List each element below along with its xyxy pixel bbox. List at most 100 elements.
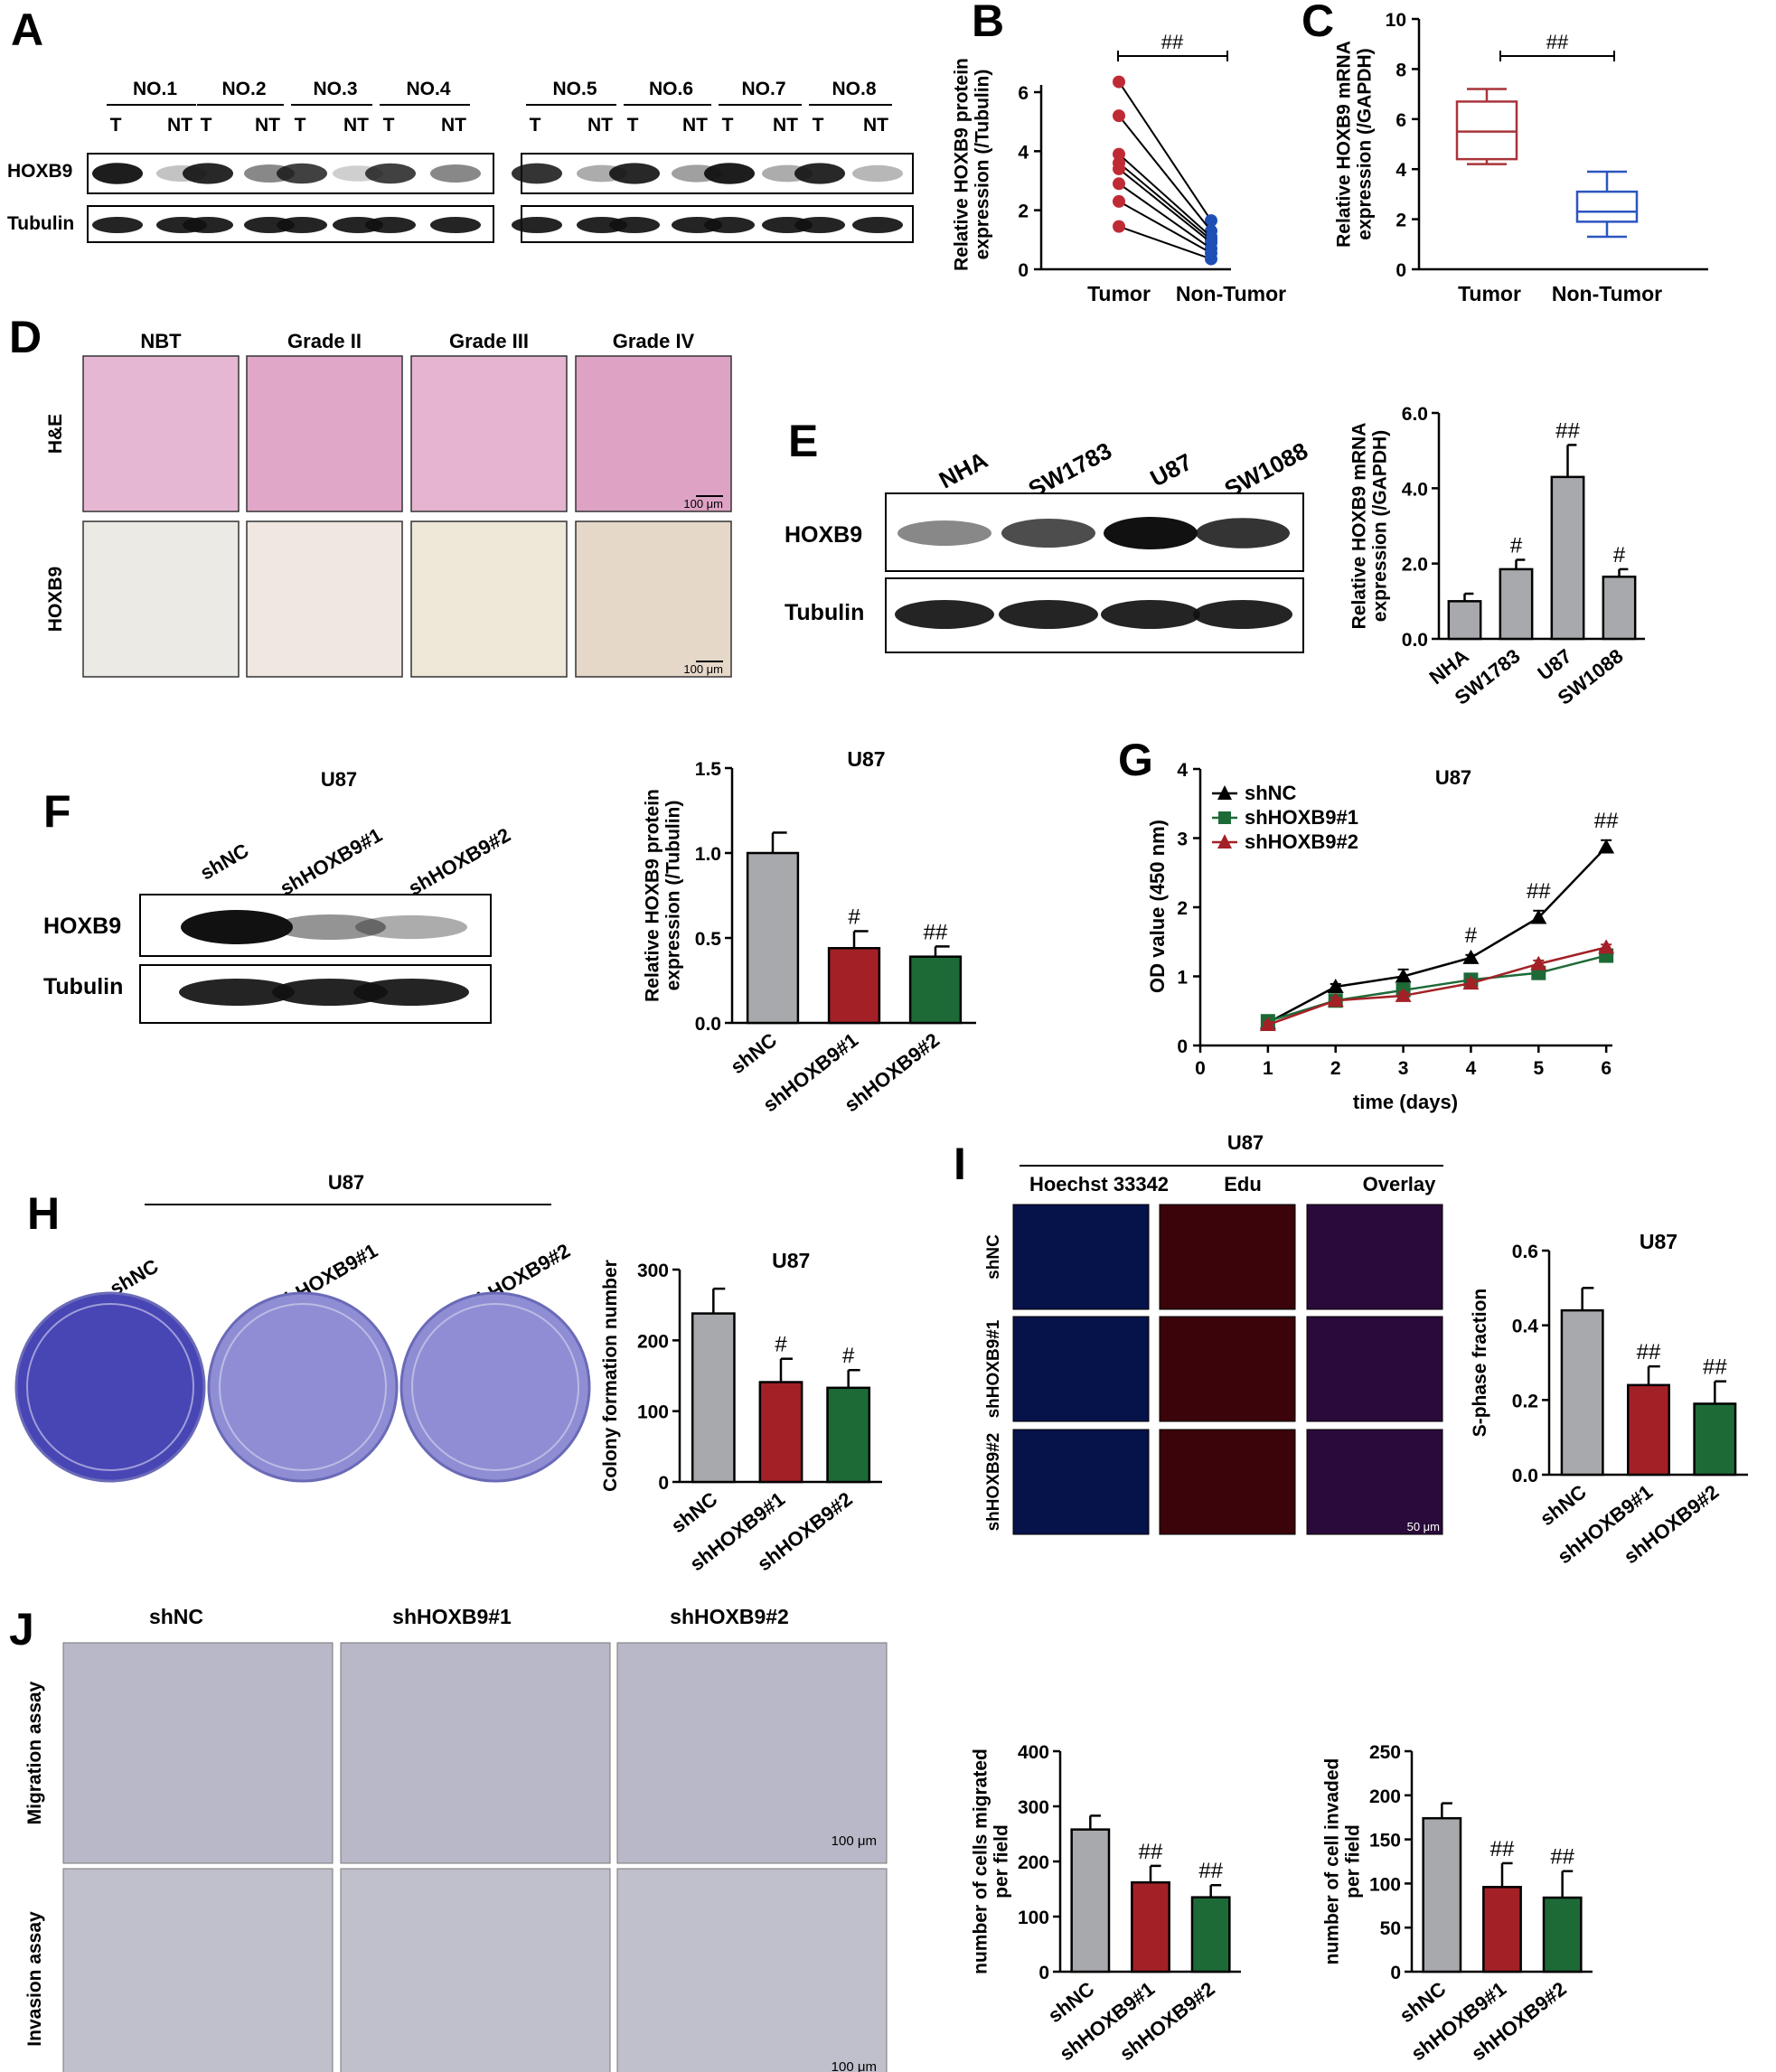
- fluorescence-image: [1159, 1316, 1296, 1422]
- significance-mark: ##: [924, 920, 948, 944]
- image-column-label: shNC: [149, 1605, 203, 1628]
- x-tick-label: 5: [1533, 1058, 1544, 1079]
- tumor-point: [1113, 147, 1125, 161]
- bar: [1482, 1886, 1522, 1974]
- blot-band-hoxb9: [277, 163, 327, 184]
- y-tick-label: 6: [1395, 110, 1406, 131]
- sample-label: NO.5: [552, 79, 597, 99]
- blot-band-hoxb9: [355, 914, 467, 940]
- y-tick-label: 6.0: [1402, 404, 1428, 425]
- panel-letter-E: E: [788, 416, 818, 466]
- panel-letter-D: D: [9, 312, 42, 362]
- blot-band-tubulin: [353, 979, 469, 1006]
- bar: [1422, 1816, 1462, 1974]
- series-line: [1267, 846, 1608, 1024]
- x-tick-label: 3: [1398, 1058, 1409, 1079]
- hoxb9-ihc-image: [575, 520, 732, 678]
- series-marker: [1327, 992, 1344, 1008]
- he-stain-image: [82, 355, 240, 512]
- lane-NT: NT: [773, 115, 798, 136]
- blot-title: U87: [321, 768, 357, 791]
- scale-bar-label: 100 μm: [683, 662, 723, 676]
- lane-NT: NT: [863, 115, 888, 136]
- blot-band-hoxb9: [1001, 519, 1095, 548]
- panel-letter-H: H: [27, 1188, 60, 1239]
- migration-image: [616, 1642, 888, 1864]
- chart-title: U87: [1640, 1230, 1677, 1253]
- panel-letter-J: J: [9, 1604, 34, 1655]
- hoxb9-ihc-image: [82, 520, 240, 678]
- significance-mark: ##: [1555, 418, 1580, 443]
- y-tick-label: 4: [1177, 760, 1188, 781]
- y-axis-label: OD value (450 nm): [1146, 820, 1169, 993]
- y-tick-label: 200: [1369, 1786, 1401, 1807]
- bar: [1627, 1383, 1670, 1477]
- lane-T: T: [201, 115, 212, 136]
- y-tick-label: 8: [1395, 60, 1406, 80]
- y-tick-label: 3: [1177, 830, 1188, 850]
- blot-row-label: Tubulin: [7, 213, 74, 234]
- y-tick-label: 1.5: [695, 759, 722, 780]
- y-axis-label: Relative HOXB9 mRNAexpression (/GAPDH): [1333, 41, 1375, 248]
- series-marker: [1598, 839, 1615, 854]
- blot-band-hoxb9: [794, 163, 845, 184]
- blot-band-hoxb9: [181, 910, 293, 944]
- blot-band-hoxb9: [609, 163, 660, 184]
- bar: [827, 947, 881, 1025]
- lane-T: T: [383, 115, 395, 136]
- blot-row-label: HOXB9: [785, 522, 862, 548]
- scale-bar-label: 100 μm: [832, 2059, 877, 2072]
- chart-I: 0.00.20.40.6shNC##shHOXB9#1##shHOXB9#2U8…: [1512, 1230, 1748, 1568]
- y-tick-label: 0: [1395, 260, 1406, 281]
- y-tick-label: 4.0: [1402, 479, 1428, 500]
- y-tick-label: 100: [637, 1402, 669, 1423]
- chart-title: U87: [847, 747, 885, 771]
- image-column-label: shHOXB9#1: [392, 1605, 512, 1628]
- blot-band-tubulin: [1101, 600, 1200, 629]
- significance-mark: ##: [1594, 809, 1619, 833]
- fluorescence-image: [1012, 1316, 1150, 1422]
- series-marker: [1259, 1017, 1276, 1032]
- significance-mark: ##: [1139, 1840, 1163, 1864]
- lane-NT: NT: [682, 115, 708, 136]
- blot-band-hoxb9: [1104, 517, 1198, 549]
- blot-band-hoxb9: [704, 163, 755, 184]
- tumor-point: [1113, 177, 1125, 191]
- histology-column-label: Grade II: [287, 330, 362, 352]
- y-tick-label: 100: [1018, 1908, 1049, 1928]
- chart-C: 0 2 4 6 8 10 Tumor Non-Tumor ##: [1386, 10, 1708, 305]
- bar: [1602, 576, 1637, 641]
- image-column-label: Overlay: [1363, 1173, 1436, 1195]
- y-tick-label: 0: [1018, 260, 1029, 281]
- sample-label: NO.2: [221, 79, 266, 99]
- blot-band-tubulin: [794, 217, 845, 233]
- x-tick-label: shNC: [1536, 1480, 1591, 1530]
- x-tick-label: 0: [1195, 1058, 1206, 1079]
- legend-label: shHOXB9#2: [1245, 830, 1358, 853]
- blot-row-label: Tubulin: [43, 974, 123, 999]
- blot-lane-label: U87: [1146, 448, 1197, 492]
- colony-plate-image: [14, 1291, 206, 1483]
- y-tick-label: 200: [1018, 1852, 1049, 1873]
- y-axis-label: number of cells migratedper field: [970, 1749, 1011, 1974]
- invasion-image: [616, 1868, 888, 2072]
- invasion-image: [340, 1868, 611, 2072]
- y-tick-label: 2: [1018, 202, 1029, 222]
- bar: [826, 1386, 871, 1484]
- blot-band-hoxb9: [897, 520, 991, 546]
- lane-NT: NT: [255, 115, 280, 136]
- panel-letter-I: I: [954, 1139, 966, 1189]
- blot-band-tubulin: [852, 217, 903, 233]
- lane-NT: NT: [343, 115, 369, 136]
- panel-letter-A: A: [11, 5, 43, 55]
- y-tick-label: 4: [1018, 142, 1029, 163]
- x-tick-label: Tumor: [1458, 282, 1521, 305]
- sample-label: NO.8: [832, 79, 876, 99]
- significance-mark: ##: [1198, 1859, 1223, 1883]
- histology-column-label: Grade IV: [613, 330, 695, 352]
- pair-line: [1118, 168, 1212, 244]
- series-marker: [1530, 909, 1547, 924]
- tumor-point: [1113, 109, 1125, 123]
